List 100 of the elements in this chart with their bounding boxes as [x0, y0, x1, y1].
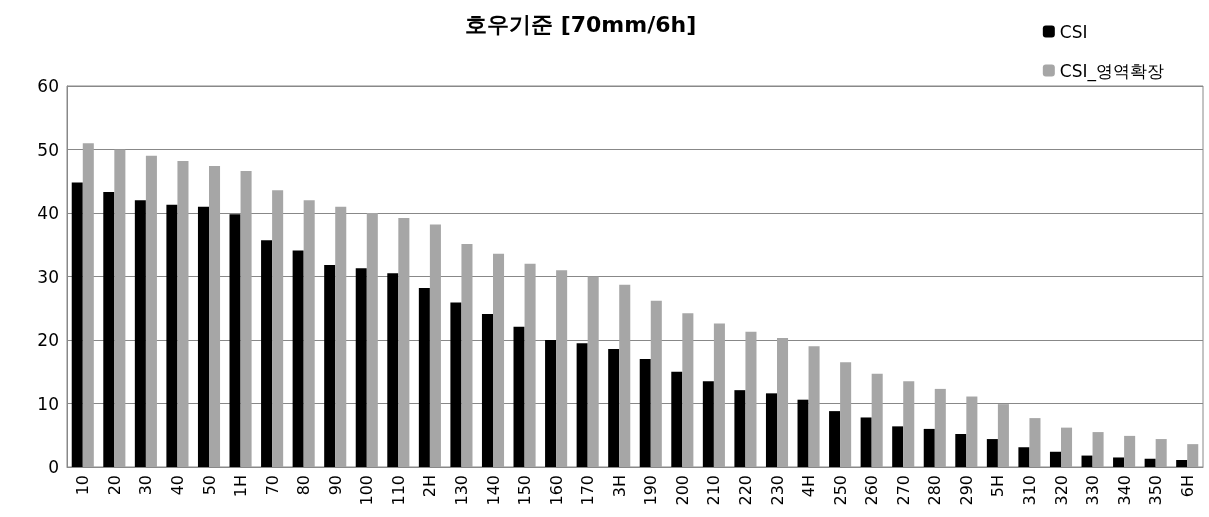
x-tick-label: 90 — [325, 475, 345, 496]
bar — [324, 265, 336, 467]
bar — [461, 244, 473, 467]
bar — [429, 224, 441, 467]
bar — [923, 428, 935, 467]
y-tick-label: 50 — [37, 139, 59, 160]
bar — [619, 284, 631, 467]
bar — [713, 323, 725, 467]
x-tick-label: 5H — [988, 475, 1008, 498]
bar — [71, 182, 83, 467]
bar — [261, 240, 273, 467]
bar — [734, 390, 746, 467]
x-tick-label: 3H — [609, 475, 629, 498]
y-tick-label: 20 — [37, 330, 59, 350]
y-tick-label: 30 — [37, 266, 59, 287]
bar — [966, 396, 978, 467]
bar — [197, 206, 209, 467]
bar — [292, 250, 304, 467]
bar — [608, 348, 620, 467]
bar — [702, 381, 714, 467]
bar — [587, 276, 599, 467]
bar — [1113, 457, 1125, 467]
bar — [303, 200, 315, 467]
bar — [765, 393, 777, 467]
y-tick-label: 60 — [37, 76, 59, 96]
x-tick-label: 40 — [167, 475, 187, 496]
x-tick-label: 250 — [830, 475, 850, 506]
bar — [418, 287, 430, 467]
bar — [682, 313, 694, 467]
bar — [493, 253, 505, 467]
x-tick-label: 2H — [420, 475, 440, 498]
x-tick-label: 150 — [515, 475, 535, 506]
x-tick-label: 280 — [925, 475, 945, 506]
bar — [576, 343, 588, 467]
legend-label: CSI_영역확장 — [1059, 60, 1165, 82]
bar — [1018, 447, 1030, 467]
bar — [650, 300, 662, 467]
x-tick-label: 350 — [1146, 475, 1166, 506]
bar — [398, 218, 410, 467]
x-tick-label: 160 — [546, 475, 566, 506]
bar — [335, 206, 347, 467]
bar — [671, 371, 683, 467]
bar — [481, 313, 493, 467]
bar — [934, 388, 946, 467]
bar — [229, 214, 241, 467]
bar — [871, 373, 883, 467]
bar — [524, 263, 536, 467]
y-tick-label: 40 — [37, 203, 59, 223]
bar — [272, 190, 284, 467]
bar — [829, 411, 841, 467]
x-tick-label: 100 — [357, 475, 377, 506]
x-tick-label: 140 — [483, 475, 503, 506]
bar — [82, 143, 94, 467]
x-tick-label: 260 — [862, 475, 882, 506]
bar — [134, 200, 146, 467]
x-tick-label: 70 — [262, 475, 282, 496]
bar — [1081, 455, 1093, 467]
x-tick-label: 220 — [735, 475, 755, 506]
bar — [986, 439, 998, 467]
bar — [209, 166, 221, 467]
x-tick-label: 130 — [451, 475, 471, 506]
bar — [840, 362, 852, 467]
y-tick-label: 10 — [37, 393, 59, 414]
bar — [903, 381, 915, 467]
x-tick-label: 4H — [799, 475, 819, 498]
bar — [114, 149, 126, 467]
bar — [1049, 451, 1061, 467]
bar — [450, 302, 462, 467]
x-tick-label: 210 — [704, 475, 724, 506]
x-tick-label: 290 — [956, 475, 976, 506]
x-tick-label: 30 — [136, 475, 156, 496]
bar — [1176, 460, 1188, 467]
x-tick-label: 330 — [1083, 475, 1103, 506]
x-tick-label: 320 — [1051, 475, 1071, 506]
x-tick-label: 270 — [893, 475, 913, 506]
bar — [745, 331, 757, 467]
x-tick-label: 10 — [73, 475, 93, 496]
x-tick-label: 230 — [767, 475, 787, 506]
bar — [1029, 418, 1041, 467]
bar — [103, 192, 115, 467]
bar — [1092, 432, 1104, 467]
bar — [177, 160, 189, 467]
x-tick-label: 310 — [1019, 475, 1039, 506]
bar — [1124, 435, 1136, 467]
bar — [1144, 458, 1156, 467]
legend-label: CSI — [1059, 21, 1088, 42]
x-tick-label: 340 — [1114, 475, 1134, 506]
bar — [639, 359, 651, 467]
x-tick-label: 1H — [231, 475, 251, 498]
bar — [513, 326, 525, 467]
y-tick-label: 0 — [48, 457, 59, 477]
bar — [860, 417, 872, 467]
bar — [545, 340, 557, 467]
x-tick-label: 50 — [199, 475, 219, 496]
x-tick-label: 200 — [672, 475, 692, 506]
bar — [366, 213, 378, 467]
bar — [808, 346, 820, 467]
bar — [1061, 427, 1073, 467]
chart-title: 호우기준 [70mm/6h] — [465, 11, 697, 37]
bar — [955, 433, 967, 467]
